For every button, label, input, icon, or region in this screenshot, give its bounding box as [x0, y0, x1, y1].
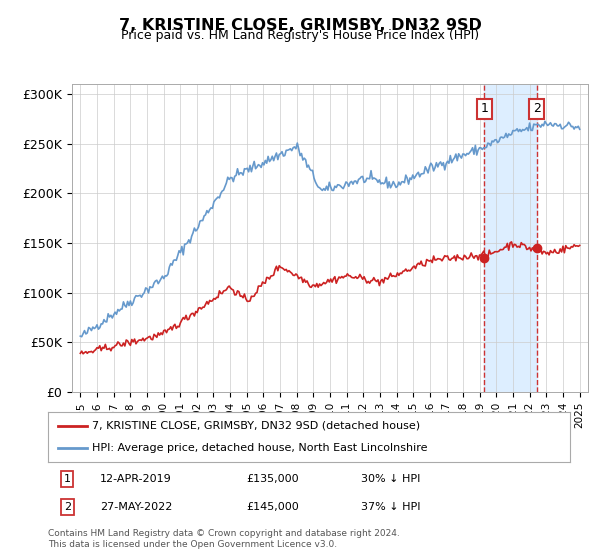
Text: 37% ↓ HPI: 37% ↓ HPI — [361, 502, 421, 512]
Text: 1: 1 — [64, 474, 71, 484]
Text: £135,000: £135,000 — [247, 474, 299, 484]
Text: 2: 2 — [64, 502, 71, 512]
Text: 1: 1 — [481, 102, 488, 115]
Text: 30% ↓ HPI: 30% ↓ HPI — [361, 474, 421, 484]
Text: 2: 2 — [533, 102, 541, 115]
Text: HPI: Average price, detached house, North East Lincolnshire: HPI: Average price, detached house, Nort… — [92, 443, 428, 453]
Text: 27-MAY-2022: 27-MAY-2022 — [100, 502, 173, 512]
Text: 12-APR-2019: 12-APR-2019 — [100, 474, 172, 484]
Text: Contains HM Land Registry data © Crown copyright and database right 2024.
This d: Contains HM Land Registry data © Crown c… — [48, 529, 400, 549]
Bar — [484, 84, 536, 392]
Text: 7, KRISTINE CLOSE, GRIMSBY, DN32 9SD (detached house): 7, KRISTINE CLOSE, GRIMSBY, DN32 9SD (de… — [92, 421, 421, 431]
Text: Price paid vs. HM Land Registry's House Price Index (HPI): Price paid vs. HM Land Registry's House … — [121, 29, 479, 42]
Text: 7, KRISTINE CLOSE, GRIMSBY, DN32 9SD: 7, KRISTINE CLOSE, GRIMSBY, DN32 9SD — [119, 18, 481, 33]
Text: £145,000: £145,000 — [247, 502, 299, 512]
